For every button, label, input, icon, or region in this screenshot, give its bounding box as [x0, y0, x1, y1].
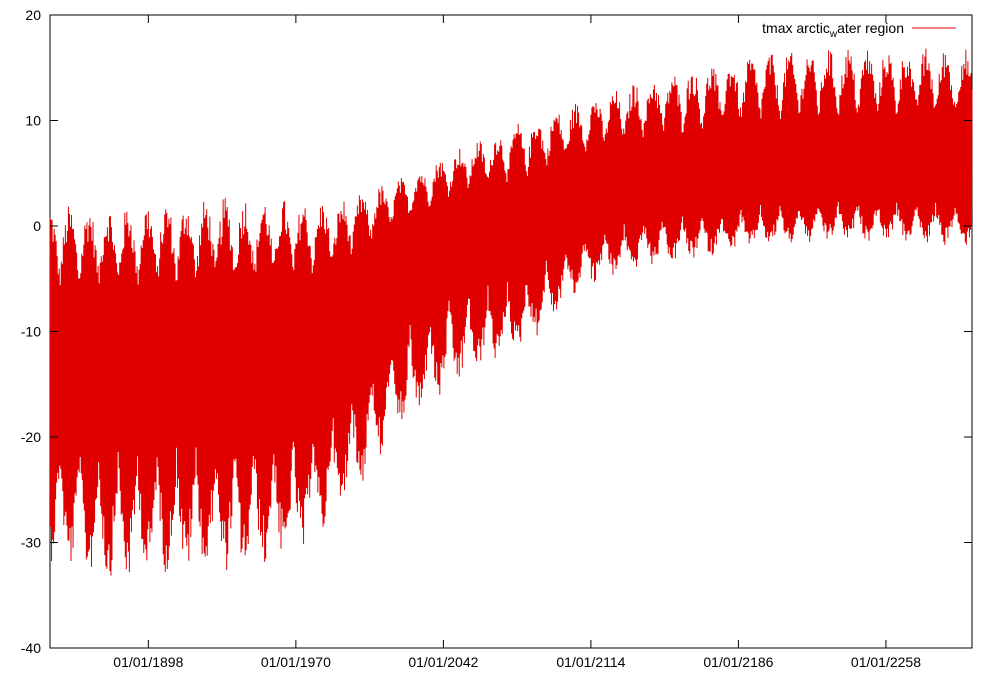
y-tick-label: 0: [33, 218, 41, 234]
y-tick-label: -40: [21, 640, 41, 656]
y-axis: 20 10 0 -10 -20 -30 -40: [21, 7, 972, 656]
legend-label-base: tmax arctic: [762, 20, 830, 36]
x-tick-label: 01/01/2258: [851, 654, 921, 670]
x-tick-label: 01/01/2042: [408, 654, 478, 670]
x-tick-label: 01/01/1970: [261, 654, 331, 670]
series-line-tmax-arctic-water-region: [49, 48, 973, 576]
x-axis: 01/01/1898 01/01/1970 01/01/2042 01/01/2114…: [113, 15, 921, 670]
y-tick-label: 20: [25, 7, 41, 23]
y-tick-label: 10: [25, 113, 41, 129]
x-tick-label: 01/01/2186: [703, 654, 773, 670]
legend-label-sub: w: [829, 29, 838, 40]
legend: tmax arcticwater region: [762, 20, 956, 40]
legend-label-rest: ater region: [837, 20, 904, 36]
y-tick-label: -20: [21, 429, 41, 445]
series-layer: [49, 48, 973, 576]
y-tick-label: -10: [21, 324, 41, 340]
legend-entry-label: tmax arcticwater region: [762, 20, 904, 40]
y-tick-label: -30: [21, 535, 41, 551]
x-tick-label: 01/01/1898: [113, 654, 183, 670]
x-tick-label: 01/01/2114: [556, 654, 625, 670]
